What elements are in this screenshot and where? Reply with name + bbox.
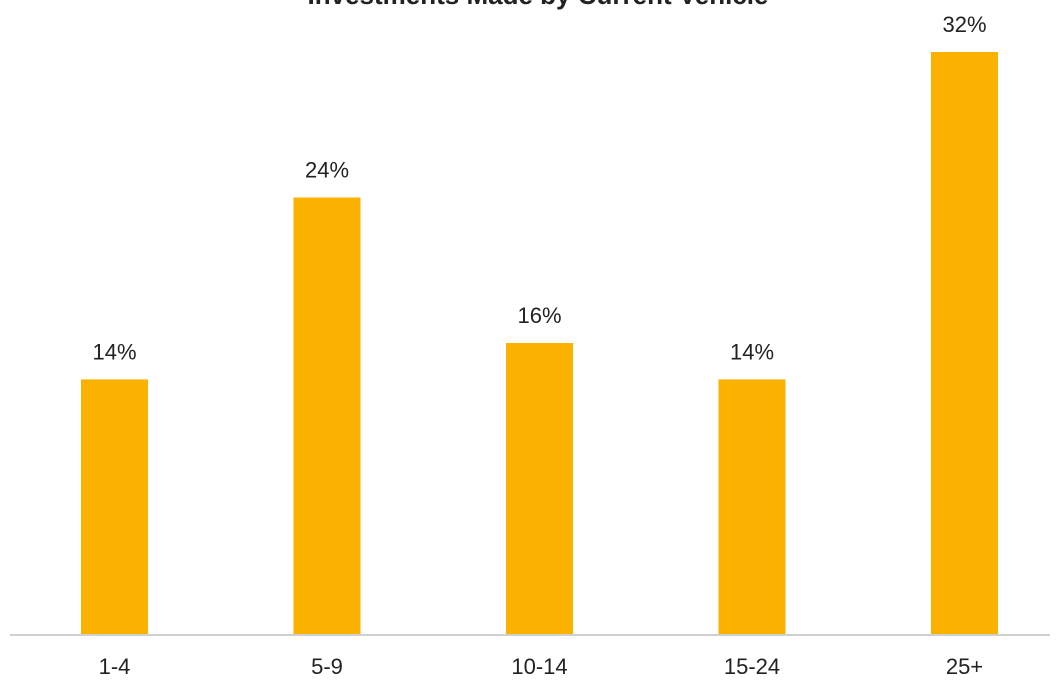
x-tick-label-5-9: 5-9 [311, 654, 343, 679]
bar-25+ [931, 52, 998, 634]
data-labels-group: 14% 24% 16% 14% 32% [92, 12, 986, 364]
x-tick-label-10-14: 10-14 [511, 654, 567, 679]
x-tick-label-1-4: 1-4 [99, 654, 131, 679]
bar-1-4 [81, 379, 148, 634]
bar-10-14 [506, 343, 573, 634]
data-label-25+: 32% [942, 12, 986, 37]
x-tick-label-15-24: 15-24 [724, 654, 780, 679]
bar-5-9 [293, 197, 361, 634]
data-label-5-9: 24% [305, 158, 349, 183]
x-tick-label-25+: 25+ [946, 654, 983, 679]
bar-15-24 [718, 379, 786, 634]
data-label-15-24: 14% [730, 339, 774, 364]
bars-group [81, 52, 998, 634]
data-label-1-4: 14% [92, 339, 136, 364]
data-label-10-14: 16% [517, 303, 561, 328]
chart-title: Investments Made by Current Vehicle [308, 0, 769, 10]
x-tick-labels-group: 1-4 5-9 10-14 15-24 25+ [99, 654, 984, 679]
